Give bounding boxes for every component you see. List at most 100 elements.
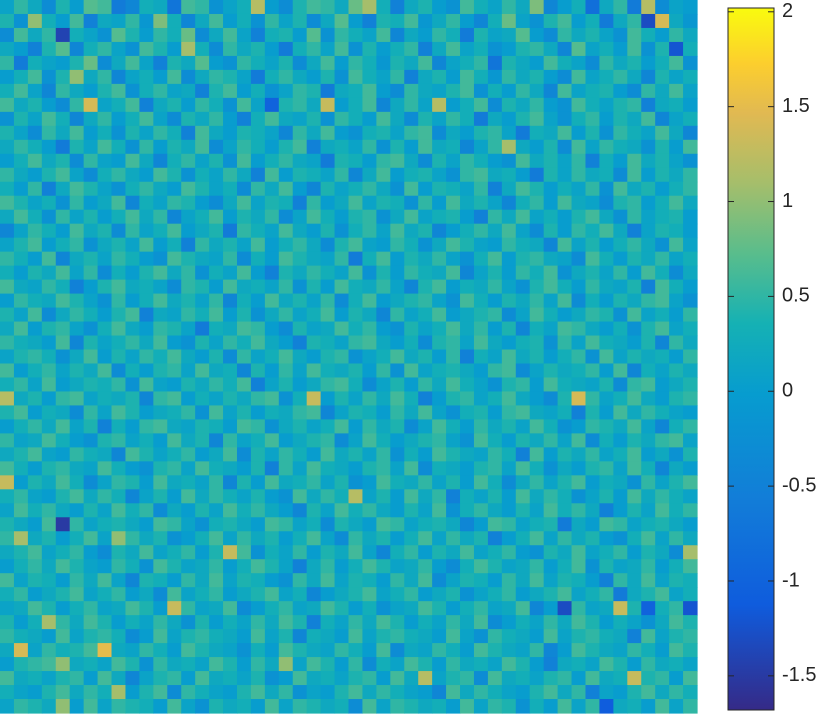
heatmap-cell: [139, 307, 154, 323]
heatmap-cell: [613, 55, 628, 71]
heatmap-cell: [236, 657, 252, 672]
heatmap-cell: [209, 209, 224, 225]
heatmap-cell: [460, 405, 475, 421]
heatmap-cell: [181, 321, 196, 337]
heatmap-cell: [41, 433, 57, 448]
heatmap-cell: [223, 447, 238, 462]
heatmap-cell: [97, 405, 113, 421]
heatmap-cell: [13, 531, 29, 546]
heatmap-cell: [571, 265, 587, 281]
heatmap-cell: [250, 447, 266, 462]
heatmap-cell: [627, 195, 642, 211]
heatmap-cell: [473, 685, 489, 700]
heatmap-cell: [69, 657, 85, 672]
heatmap-cell: [0, 125, 15, 141]
heatmap-cell: [223, 545, 238, 560]
heatmap-cell: [529, 83, 545, 99]
heatmap-cell: [278, 377, 294, 393]
heatmap-cell: [334, 293, 350, 309]
heatmap-cell: [446, 41, 461, 57]
heatmap-cell: [181, 83, 196, 99]
heatmap-cell: [153, 545, 168, 560]
heatmap-cell: [376, 517, 391, 532]
heatmap-cell: [139, 475, 154, 490]
heatmap-cell: [278, 13, 294, 29]
heatmap-cell: [139, 321, 154, 337]
heatmap-cell: [278, 629, 294, 644]
heatmap-cell: [320, 587, 336, 602]
heatmap-cell: [278, 139, 294, 155]
heatmap-cell: [669, 335, 684, 351]
heatmap-cell: [69, 139, 85, 155]
heatmap-cell: [669, 111, 684, 127]
heatmap-cell: [669, 125, 684, 141]
heatmap-cell: [376, 447, 391, 462]
heatmap-cell: [41, 181, 57, 197]
heatmap-cell: [557, 363, 573, 379]
heatmap-cell: [334, 419, 350, 434]
heatmap-cell: [195, 41, 210, 57]
heatmap-cell: [41, 41, 57, 57]
heatmap-cell: [250, 349, 266, 365]
heatmap-cell: [543, 475, 559, 490]
heatmap-cell: [27, 279, 43, 295]
heatmap-cell: [473, 139, 489, 155]
heatmap-cell: [529, 27, 545, 43]
heatmap-cell: [195, 335, 210, 351]
heatmap-cell: [446, 251, 461, 267]
heatmap-cell: [390, 601, 405, 616]
heatmap-cell: [13, 489, 29, 504]
heatmap-cell: [585, 279, 601, 295]
heatmap-cell: [27, 489, 43, 504]
heatmap-cell: [404, 461, 419, 476]
heatmap-cell: [348, 41, 364, 57]
heatmap-cell: [599, 97, 614, 113]
heatmap-cell: [487, 209, 503, 225]
heatmap-cell: [501, 279, 517, 295]
heatmap-cell: [348, 447, 364, 462]
heatmap-cell: [153, 503, 168, 518]
heatmap-cell: [460, 307, 475, 323]
heatmap-cell: [167, 195, 182, 211]
heatmap-cell: [236, 671, 252, 686]
heatmap-cell: [641, 265, 656, 281]
heatmap-cell: [362, 167, 377, 183]
heatmap-cell: [376, 671, 391, 686]
heatmap-cell: [264, 251, 280, 267]
heatmap-cell: [599, 279, 614, 295]
heatmap-cell: [529, 699, 545, 714]
heatmap-cell: [167, 377, 182, 393]
heatmap-cell: [250, 629, 266, 644]
heatmap-cell: [599, 293, 614, 309]
heatmap-cell: [683, 41, 698, 57]
heatmap-cell: [585, 237, 601, 253]
heatmap-cell: [55, 27, 71, 43]
heatmap-cell: [250, 503, 266, 518]
heatmap-cell: [683, 671, 698, 686]
heatmap-cell: [585, 489, 601, 504]
heatmap-cell: [432, 629, 447, 644]
heatmap-cell: [599, 545, 614, 560]
heatmap-cell: [487, 55, 503, 71]
heatmap-cell: [153, 671, 168, 686]
heatmap-cell: [111, 671, 127, 686]
heatmap-cell: [334, 83, 350, 99]
heatmap-cell: [599, 405, 614, 421]
heatmap-cell: [125, 97, 140, 113]
heatmap-cell: [236, 503, 252, 518]
heatmap-cell: [83, 531, 99, 546]
heatmap-cell: [250, 55, 266, 71]
heatmap-cell: [181, 601, 196, 616]
heatmap-cell: [111, 573, 127, 588]
heatmap-cell: [487, 475, 503, 490]
heatmap-cell: [264, 279, 280, 295]
heatmap-cell: [97, 531, 113, 546]
heatmap-cell: [236, 475, 252, 490]
heatmap-cell: [529, 55, 545, 71]
heatmap-cell: [223, 13, 238, 29]
heatmap-cell: [320, 475, 336, 490]
heatmap-cell: [236, 447, 252, 462]
heatmap-cell: [515, 545, 531, 560]
heatmap-cell: [446, 307, 461, 323]
heatmap-cell: [348, 545, 364, 560]
